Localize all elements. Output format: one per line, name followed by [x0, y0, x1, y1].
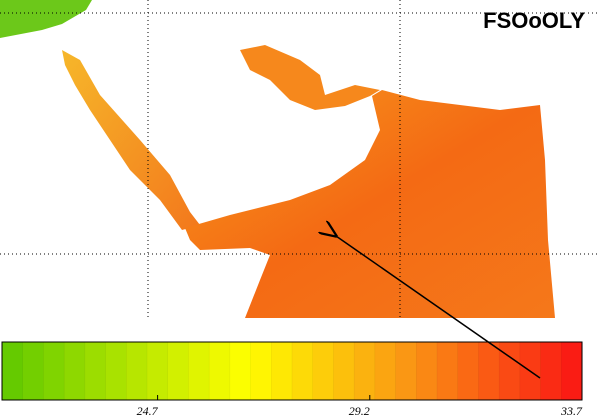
colorbar-segment — [208, 341, 231, 401]
colorbar-segment — [498, 341, 521, 401]
colorbar-segment — [167, 341, 190, 401]
colorbar-segment — [22, 341, 45, 401]
red-sea — [62, 50, 200, 230]
persian-gulf — [240, 45, 380, 110]
colorbar-segment — [146, 341, 169, 401]
colorbar-segment — [416, 341, 438, 401]
map-title: FSOoOLY — [483, 8, 585, 33]
colorbar-segment — [457, 341, 480, 401]
colorbar-segment — [374, 341, 397, 401]
colorbar-tick-label: 33.7 — [560, 404, 583, 418]
arabian-sea — [185, 90, 555, 318]
colorbar-segment — [188, 341, 210, 401]
colorbar-segment — [1, 341, 24, 401]
colorbar-segment — [271, 341, 293, 401]
colorbar-segment — [312, 341, 335, 401]
colorbar-tick-label: 29.2 — [349, 404, 370, 418]
colorbar-segment — [126, 341, 148, 401]
colorbar-frame — [1, 341, 583, 401]
colorbar-segment — [478, 341, 500, 401]
colorbar-segment — [436, 341, 459, 401]
colorbar-segment — [291, 341, 314, 401]
colorbar-segment — [353, 341, 376, 401]
arrow — [336, 236, 541, 379]
colorbar-segment — [333, 341, 355, 401]
colorbar-segment — [43, 341, 65, 401]
colorbar: 24.7 29.2 33.7 — [1, 341, 583, 418]
colorbar-segment — [561, 341, 583, 401]
colorbar-segment — [84, 341, 107, 401]
colorbar-segment — [63, 341, 86, 401]
colorbar-segment — [229, 341, 252, 401]
colorbar-segment — [395, 341, 418, 401]
colorbar-segment — [250, 341, 273, 401]
land-region — [0, 0, 92, 38]
colorbar-tick-label: 24.7 — [137, 404, 159, 418]
colorbar-segment — [540, 341, 563, 401]
colorbar-segment — [105, 341, 128, 401]
